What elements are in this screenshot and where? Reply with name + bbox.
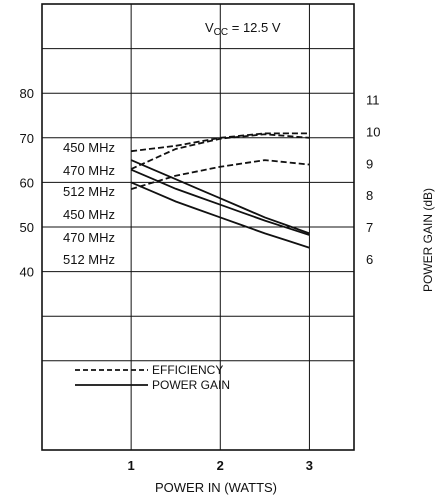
curve-labels: 450 MHz 470 MHz 512 MHz 450 MHz 470 MHz 512 M… [63, 140, 115, 267]
gain-curve-2 [130, 181, 310, 249]
gain-curve-label: 450 MHz [63, 207, 115, 222]
plot-frame [41, 3, 355, 451]
series-layer [130, 132, 310, 249]
vcc-annotation: VCC = 12.5 V [205, 20, 281, 38]
y-left-tick-label: 40 [20, 265, 34, 280]
y-axis-right-title: POWER GAIN (dB) [421, 188, 435, 292]
gain-curve-label: 470 MHz [63, 230, 115, 245]
legend: EFFICIENCY POWER GAIN [75, 363, 230, 392]
gain-curve-label: 512 MHz [63, 252, 115, 267]
y-left-tick-label: 80 [20, 86, 34, 101]
gain-curve-1 [130, 168, 310, 236]
efficiency-curve-label: 470 MHz [63, 163, 115, 178]
y-right-tick-label: 6 [366, 252, 373, 267]
y-right-tick-label: 9 [366, 156, 373, 171]
gain-curve-0 [130, 159, 310, 235]
y-left-tick-label: 60 [20, 175, 34, 190]
y-left-tick-label: 70 [20, 131, 34, 146]
x-axis-title: POWER IN (WATTS) [155, 480, 277, 495]
y-left-tick-label: 50 [20, 220, 34, 235]
vcc-value: = 12.5 V [228, 20, 281, 35]
x-tick-label: 3 [306, 458, 313, 473]
efficiency-curve-label: 450 MHz [63, 140, 115, 155]
efficiency-curve-2 [130, 159, 310, 190]
x-tick-label: 2 [217, 458, 224, 473]
y-right-tick-label: 11 [366, 93, 380, 108]
y-right-tick-label: 7 [366, 220, 373, 235]
grid-lines [42, 4, 354, 450]
vcc-symbol: V [205, 20, 214, 35]
legend-gain-label: POWER GAIN [152, 378, 230, 392]
y-right-tick-label: 10 [366, 124, 380, 139]
efficiency-curve-1 [130, 133, 310, 170]
legend-efficiency-label: EFFICIENCY [152, 363, 223, 377]
y-right-tick-label: 8 [366, 188, 373, 203]
svg-text:VCC = 12.5 V: VCC = 12.5 V [205, 20, 281, 38]
x-tick-label: 1 [128, 458, 135, 473]
efficiency-curve-label: 512 MHz [63, 184, 115, 199]
vcc-subscript: CC [214, 27, 228, 38]
